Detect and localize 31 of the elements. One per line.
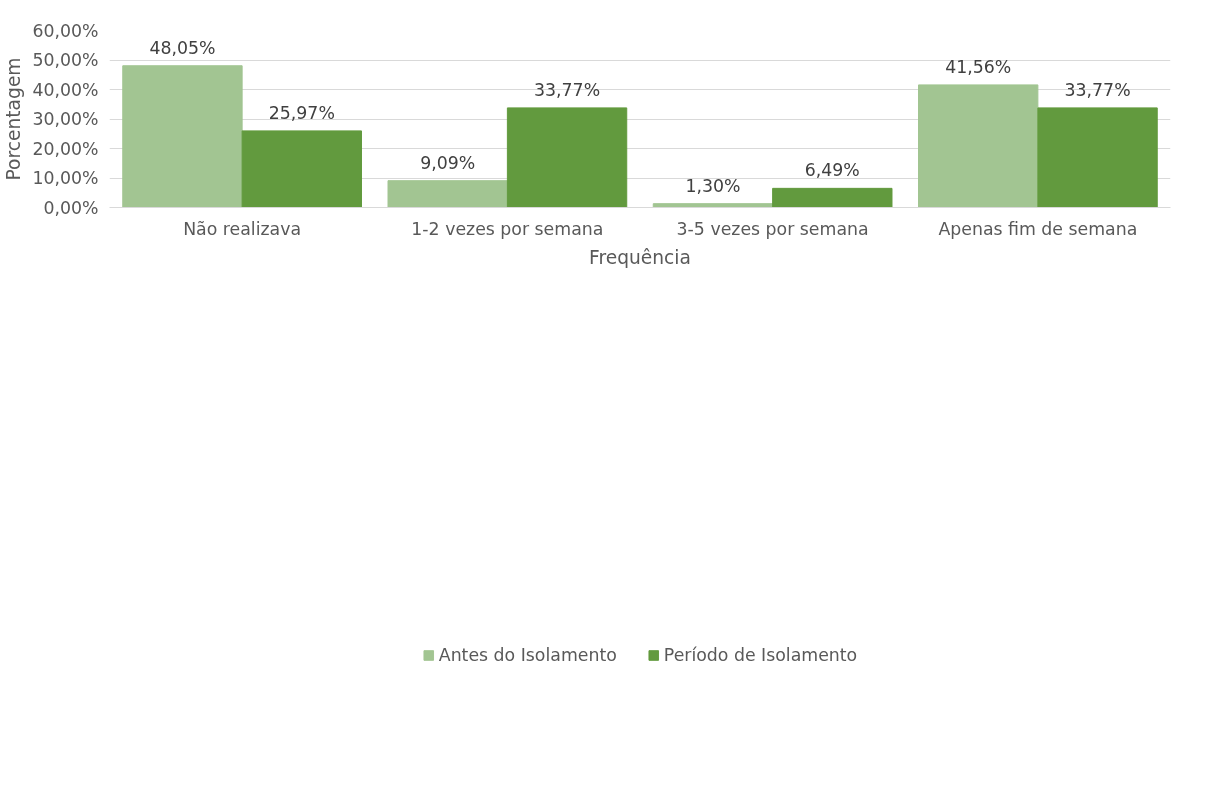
data-label: 33,77% bbox=[1064, 79, 1131, 100]
y-tick-label: 10,00% bbox=[32, 168, 99, 188]
data-label: 6,49% bbox=[804, 160, 860, 181]
data-label: 41,56% bbox=[945, 56, 1012, 77]
data-label: 1,30% bbox=[685, 175, 741, 196]
x-axis-title: Frequência bbox=[589, 246, 691, 268]
bar bbox=[387, 180, 508, 208]
y-tick-label: 60,00% bbox=[32, 20, 99, 41]
data-label: 48,05% bbox=[149, 37, 216, 58]
data-label: 33,77% bbox=[534, 79, 601, 100]
y-tick-label: 30,00% bbox=[32, 109, 99, 129]
legend-label: Período de Isolamento bbox=[663, 645, 858, 665]
y-tick-label: 20,00% bbox=[32, 138, 99, 159]
y-tick-label: 50,00% bbox=[32, 50, 99, 70]
x-tick-label: 3-5 vezes por semana bbox=[676, 218, 869, 239]
y-tick-label: 0,00% bbox=[43, 197, 99, 218]
bar bbox=[772, 187, 893, 208]
x-tick-label: Apenas fim de semana bbox=[938, 218, 1138, 239]
bar bbox=[652, 203, 774, 208]
y-axis-title: Porcentagem bbox=[3, 57, 25, 181]
legend-label: Antes do Isolamento bbox=[438, 645, 617, 665]
bar bbox=[506, 107, 628, 208]
data-label: 25,97% bbox=[268, 102, 335, 123]
data-label: 9,09% bbox=[420, 152, 476, 173]
bar bbox=[1037, 107, 1158, 208]
x-tick-label: Não realizava bbox=[183, 218, 302, 239]
y-tick-label: 40,00% bbox=[32, 79, 99, 100]
bar bbox=[122, 65, 243, 208]
bar bbox=[918, 84, 1039, 208]
x-tick-label: 1-2 vezes por semana bbox=[411, 218, 604, 239]
bar bbox=[241, 130, 362, 208]
